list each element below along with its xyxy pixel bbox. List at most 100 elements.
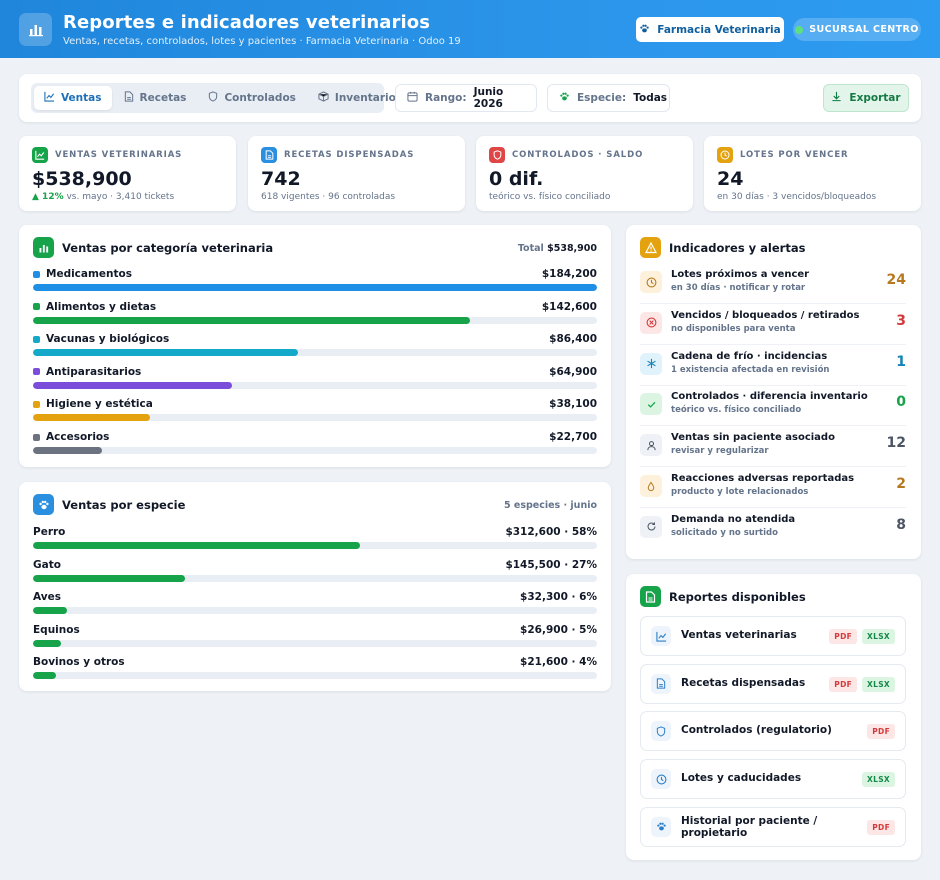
species-bar-row: Perro $312,600 · 58% (33, 526, 597, 552)
bar-track (33, 284, 597, 291)
species-bar (33, 639, 62, 647)
alert-subtitle: solicitado y no surtido (671, 527, 778, 538)
species-filter[interactable]: Especie: Todas (547, 84, 670, 112)
branch-badge-label: SUCURSAL CENTRO (809, 24, 919, 35)
pharmacy-selector-button[interactable]: Farmacia Veterinaria (636, 17, 784, 42)
bar-track (33, 672, 597, 680)
kpi-card-controlados: CONTROLADOS · SALDO 0 dif. teórico vs. f… (476, 136, 693, 211)
species-label: Equinos (33, 623, 80, 636)
alert-row[interactable]: Controlados · diferencia inventario teóri… (640, 386, 906, 427)
panel-title: Ventas por categoría veterinaria (62, 240, 274, 255)
legend-swatch (33, 303, 40, 311)
kpi-foot: en 30 días · 3 vencidos/bloqueados (717, 192, 877, 202)
range-filter-label: Rango: (425, 92, 467, 104)
species-bar-row: Bovinos y otros $21,600 · 4% (33, 656, 597, 682)
range-filter-value: Junio 2026 (473, 86, 504, 110)
report-label: Ventas veterinarias (681, 629, 797, 641)
drop-icon (640, 475, 662, 497)
species-bar-row: Equinos $26,900 · 5% (33, 624, 597, 650)
category-bar-row: Accesorios $22,700 (33, 431, 597, 457)
pharmacy-button-label: Farmacia Veterinaria (657, 23, 781, 36)
category-value: $22,700 (549, 431, 597, 443)
species-value: $21,600 · 4% (520, 656, 597, 669)
categories-panel: Ventas por categoría veterinaria Total $… (19, 225, 611, 467)
alert-title: Ventas sin paciente asociado (671, 432, 835, 444)
report-item[interactable]: Ventas veterinarias PDF XLSX (640, 616, 906, 656)
tab-ventas[interactable]: Ventas (34, 86, 112, 110)
category-bar (33, 316, 470, 324)
format-badge-pdf[interactable]: PDF (829, 676, 858, 692)
alert-row[interactable]: Ventas sin paciente asociado revisar y re… (640, 427, 906, 468)
species-value: $32,300 · 6% (520, 591, 597, 604)
tab-controlados[interactable]: Controlados (198, 86, 305, 110)
app-header: Reportes e indicadores veterinarios Vent… (0, 0, 940, 58)
alert-count: 24 (886, 272, 906, 288)
report-item[interactable]: Recetas dispensadas PDF XLSX (640, 663, 906, 704)
alert-title: Demanda no atendida (671, 513, 796, 525)
category-bar (33, 349, 298, 357)
bar-track (33, 381, 597, 389)
report-label: Recetas dispensadas (681, 676, 806, 689)
tab-recetas[interactable]: Recetas (114, 86, 197, 110)
alert-row[interactable]: Cadena de frío · incidencias 1 existencia… (640, 346, 906, 386)
paw-icon (651, 816, 671, 837)
bar-track (33, 639, 597, 647)
format-badge-pdf[interactable]: PDF (829, 629, 858, 644)
kpi-value: 0 dif. (489, 168, 544, 190)
line-chart-icon (32, 147, 48, 163)
format-badges: PDF XLSX (829, 629, 895, 644)
alert-row[interactable]: Lotes próximos a vencer en 30 días · noti… (640, 264, 906, 304)
report-item[interactable]: Lotes y caducidades XLSX (640, 759, 906, 800)
alert-subtitle: en 30 días · notificar y rotar (671, 283, 806, 293)
toolbar: Ventas Recetas Controlados Inventario Ra… (19, 74, 921, 122)
category-name: Antiparasitarios (46, 365, 142, 378)
kpi-trend: ▲ 12% (32, 192, 64, 202)
export-button[interactable]: Exportar (823, 84, 909, 112)
format-badge-xlsx[interactable]: XLSX (862, 629, 895, 644)
bar-chart-icon (19, 12, 52, 46)
alert-row[interactable]: Vencidos / bloqueados / retirados no disp… (640, 305, 906, 345)
kpi-label: VENTAS VETERINARIAS (55, 150, 183, 160)
x-circle-icon (640, 311, 662, 334)
page-title: Reportes e indicadores veterinarios (63, 11, 431, 33)
alert-row[interactable]: Reacciones adversas reportadas producto y… (640, 468, 906, 508)
document-icon (124, 91, 134, 105)
category-bar (33, 284, 597, 291)
bar-track (33, 542, 597, 549)
category-bar-row: Higiene y estética $38,100 (33, 398, 597, 424)
category-label: Antiparasitarios (33, 366, 141, 378)
species-value: $145,500 · 27% (505, 558, 597, 571)
species-bar (33, 542, 361, 549)
report-item[interactable]: Controlados (regulatorio) PDF (640, 711, 906, 752)
paw-icon (559, 91, 570, 105)
kpi-foot: 618 vigentes · 96 controladas (261, 192, 396, 202)
clock-icon (717, 147, 733, 163)
kpi-foot: teórico vs. físico conciliado (489, 192, 611, 202)
category-label: Medicamentos (33, 268, 132, 280)
legend-swatch (33, 400, 40, 408)
refresh-icon (640, 515, 662, 538)
species-label: Aves (33, 591, 61, 604)
format-badge-xlsx[interactable]: XLSX (862, 676, 895, 692)
alert-row[interactable]: Demanda no atendida solicitado y no surti… (640, 509, 906, 549)
kpi-card-lotes: LOTES POR VENCER 24 en 30 días · 3 venci… (704, 136, 921, 211)
categories-total: Total $538,900 (518, 243, 597, 254)
alert-subtitle: teórico vs. físico conciliado (671, 405, 802, 416)
category-bar (33, 381, 232, 389)
format-badge-pdf[interactable]: PDF (867, 724, 895, 740)
species-bar-row: Gato $145,500 · 27% (33, 559, 597, 585)
format-badge-pdf[interactable]: PDF (867, 819, 895, 835)
report-item[interactable]: Historial por paciente / propietario PDF (640, 806, 906, 847)
paw-icon (33, 494, 54, 515)
format-badge-xlsx[interactable]: XLSX (862, 772, 895, 788)
category-label: Higiene y estética (33, 398, 153, 410)
range-filter[interactable]: Rango: Junio 2026 (395, 84, 537, 112)
tab-label: Controlados (224, 92, 296, 104)
report-label: Historial por paciente / propietario (681, 814, 818, 839)
kpi-label: LOTES POR VENCER (740, 150, 849, 160)
alert-count: 3 (896, 312, 906, 329)
species-label: Perro (33, 526, 66, 538)
tab-inventario[interactable]: Inventario (308, 86, 406, 110)
check-icon (640, 393, 662, 416)
category-value: $86,400 (549, 333, 597, 346)
